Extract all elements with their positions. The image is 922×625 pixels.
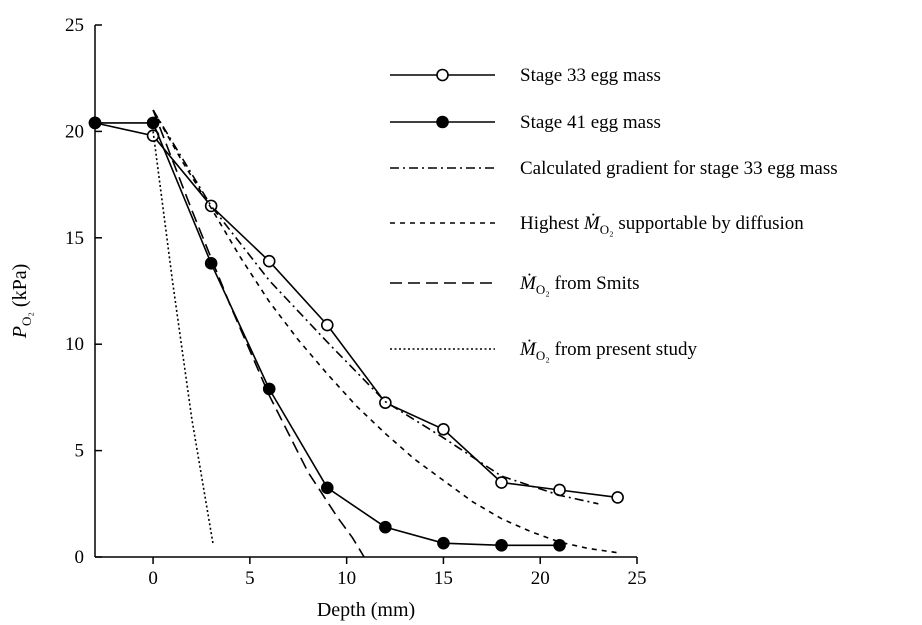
y-axis-label: PO₂ (kPa) xyxy=(9,264,34,339)
axes: 0 5 10 15 20 25 0 5 10 15 20 25 xyxy=(65,15,647,589)
legend-marker-2 xyxy=(436,115,449,129)
legend-label-4: Highest ṀO₂ supportable by diffusion xyxy=(520,213,804,237)
series-1-point xyxy=(262,254,276,268)
series-2-point xyxy=(379,520,392,534)
series-1-point xyxy=(379,396,392,410)
series-2-point xyxy=(437,536,450,550)
legend-label-3: Calculated gradient for stage 33 egg mas… xyxy=(520,158,838,179)
series-1-point xyxy=(611,491,624,504)
series-2-point xyxy=(495,538,508,552)
x-tick-label: 15 xyxy=(434,568,453,589)
legend-label-6: ṀO₂ from present study xyxy=(519,339,697,363)
y-tick-label: 5 xyxy=(75,441,85,462)
x-tick-label: 5 xyxy=(245,568,255,589)
series-line-5 xyxy=(152,109,365,558)
series-2-point xyxy=(320,481,334,495)
legend-label-2: Stage 41 egg mass xyxy=(520,112,661,133)
series-1-point xyxy=(553,483,566,497)
x-axis-label: Depth (mm) xyxy=(317,599,415,621)
x-tick-label: 10 xyxy=(337,568,356,589)
y-tick-label: 25 xyxy=(65,15,84,36)
series-line-3 xyxy=(152,109,599,505)
legend-label-1: Stage 33 egg mass xyxy=(520,65,661,86)
legend: Stage 33 egg mass Stage 41 egg mass Calcul… xyxy=(390,65,838,363)
series-layer xyxy=(88,109,624,558)
y-tick-label: 20 xyxy=(65,121,84,142)
series-line-4 xyxy=(152,109,618,554)
series-1-point xyxy=(320,318,334,332)
y-tick-label: 15 xyxy=(65,228,84,249)
x-tick-label: 25 xyxy=(628,568,647,589)
series-line-1 xyxy=(94,122,618,499)
series-1-point xyxy=(495,476,508,489)
series-2-point xyxy=(553,538,566,552)
y-tick-label: 0 xyxy=(75,547,85,568)
series-2-point xyxy=(88,116,102,130)
series-2-point xyxy=(146,116,160,130)
y-tick-label: 10 xyxy=(65,334,84,355)
x-tick-label: 20 xyxy=(531,568,550,589)
legend-marker-1 xyxy=(436,68,449,82)
x-tick-label: 0 xyxy=(148,568,158,589)
series-1-point xyxy=(437,423,450,436)
legend-label-5: ṀO₂ from Smits xyxy=(519,273,639,297)
